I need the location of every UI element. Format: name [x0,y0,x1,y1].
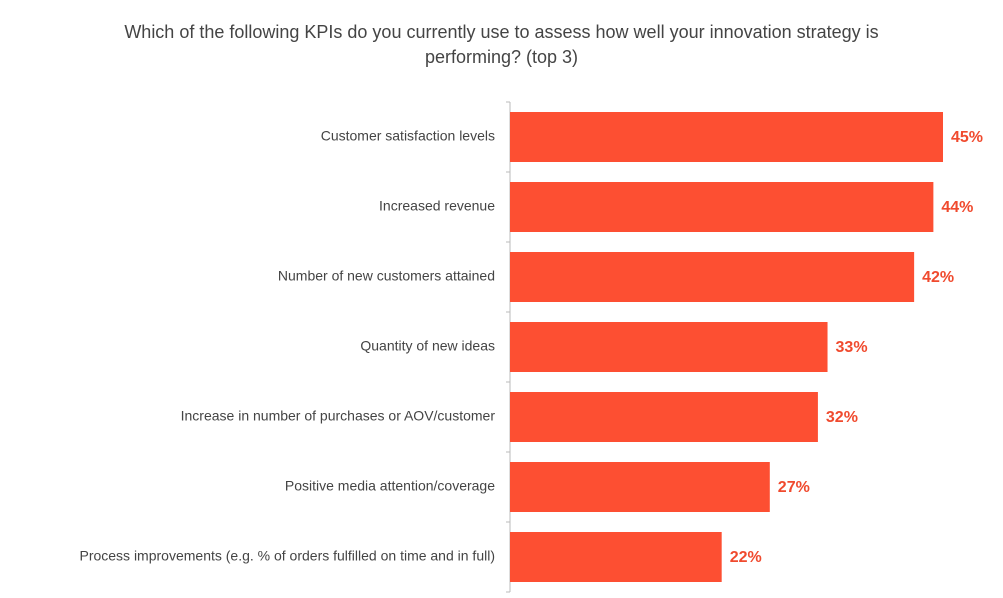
bar [510,182,934,232]
category-label: Increased revenue [379,198,495,214]
value-label: 42% [922,269,954,286]
value-label: 22% [730,549,762,566]
bar [510,112,943,162]
category-label: Positive media attention/coverage [285,478,495,494]
category-label: Customer satisfaction levels [321,128,495,144]
chart-title: Which of the following KPIs do you curre… [124,22,879,67]
category-label: Process improvements (e.g. % of orders f… [79,548,495,564]
value-label: 45% [951,129,983,146]
bar [510,462,770,512]
value-label: 27% [778,479,810,496]
bar [510,392,818,442]
category-label: Quantity of new ideas [360,338,495,354]
bar [510,252,915,302]
bar [510,322,828,372]
bar [510,532,722,582]
category-label: Increase in number of purchases or AOV/c… [181,408,496,424]
value-label: 44% [941,199,973,216]
value-label: 33% [836,339,868,356]
value-label: 32% [826,409,858,426]
category-label: Number of new customers attained [278,268,495,284]
